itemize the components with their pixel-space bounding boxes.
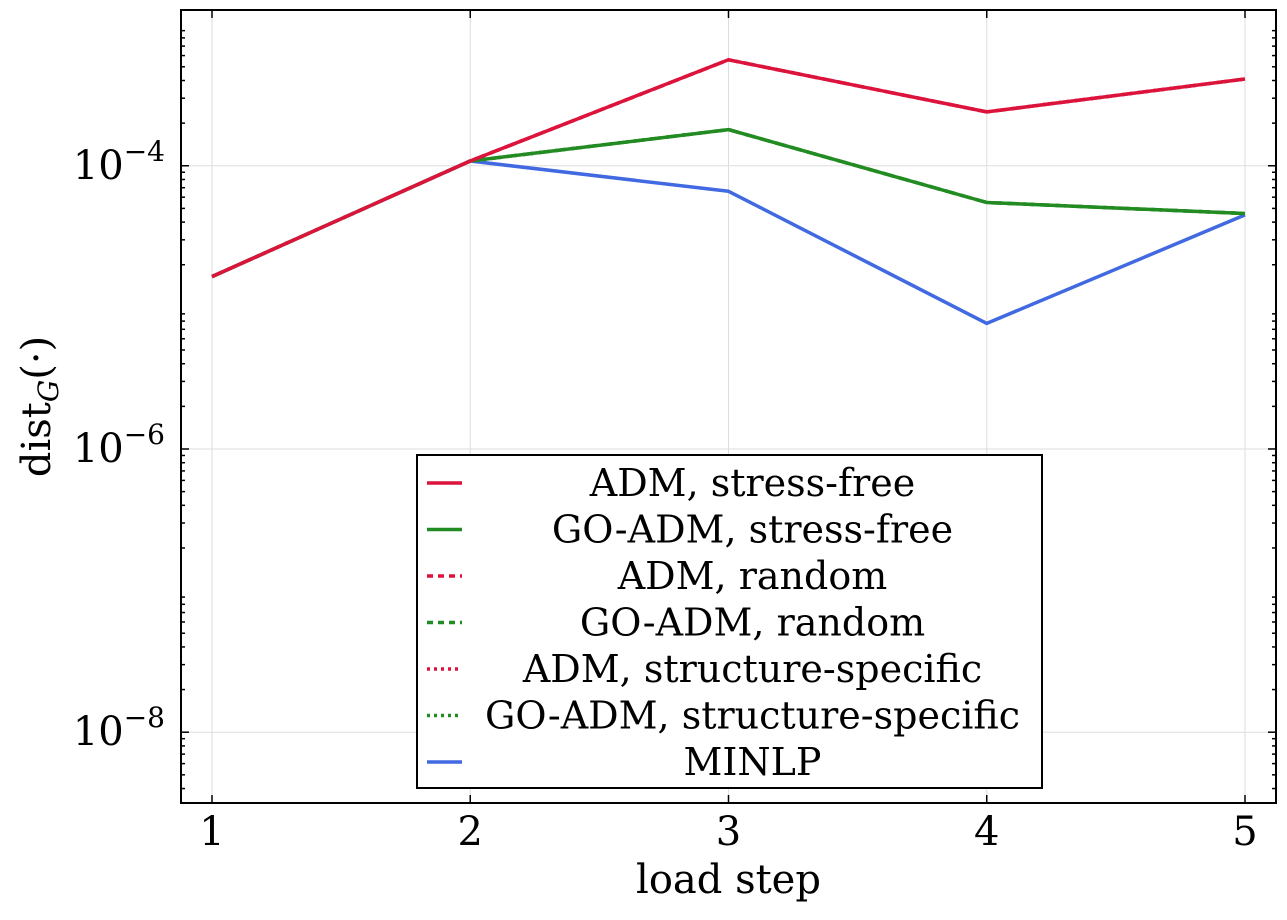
legend-label: GO-ADM, stress-free: [552, 508, 953, 552]
x-tick-label: 5: [1232, 809, 1257, 855]
x-tick-label: 4: [974, 809, 999, 855]
y-tick-label: 10−4: [73, 135, 165, 189]
legend-box: [416, 454, 1043, 789]
legend-label: ADM, structure-specific: [522, 647, 982, 691]
x-tick-label: 2: [458, 809, 483, 855]
y-tick-label: 10−6: [73, 418, 165, 472]
x-axis-label: load step: [636, 857, 821, 903]
legend-label: ADM, random: [617, 554, 888, 598]
legend-label: GO-ADM, structure-specific: [485, 694, 1020, 738]
y-tick-label: 10−8: [73, 701, 165, 755]
y-axis-label: distG(·): [14, 336, 65, 477]
axis-labels: load step distG(·): [14, 336, 821, 903]
axis-ticks: 1 2 3 4 5 10−4 10−6 10−8: [73, 10, 1276, 855]
grid: [181, 10, 1276, 803]
legend-label: ADM, stress-free: [589, 461, 915, 505]
x-tick-label: 1: [199, 809, 224, 855]
x-tick-label: 3: [716, 809, 741, 855]
series-lines: [211, 58, 1246, 326]
legend-label: GO-ADM, random: [580, 601, 925, 645]
series-line-adm-stress-free: [211, 58, 1246, 279]
legend-label: MINLP: [684, 740, 822, 784]
